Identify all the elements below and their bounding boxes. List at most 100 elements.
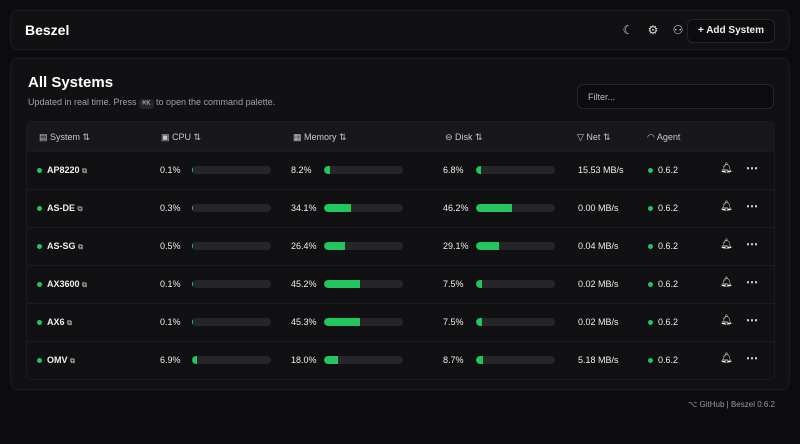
bell-icon[interactable]: 🔔︎ xyxy=(720,353,733,364)
agent-version: 0.6.2 xyxy=(658,165,679,175)
table-row[interactable]: AX3600 ⧉ 0.1% 45.2% 7.5% 0.02 MB/s 0.6.2… xyxy=(27,265,774,303)
disk-number: 8.7 xyxy=(443,355,456,365)
disk-bar-fill xyxy=(476,242,499,250)
version-link[interactable]: Beszel 0.6.2 xyxy=(730,400,775,409)
memory-number: 34.1 xyxy=(291,203,309,213)
system-name[interactable]: AS-SG ⧉ xyxy=(47,241,83,252)
copy-icon[interactable]: ⧉ xyxy=(78,244,84,251)
cpu-number: 0.1 xyxy=(160,317,173,327)
disk-bar-fill xyxy=(476,318,482,326)
status-dot xyxy=(37,320,42,325)
system-name-text: AS-DE xyxy=(47,203,76,213)
bell-icon[interactable]: 🔔︎ xyxy=(720,239,733,250)
copy-icon[interactable]: ⧉ xyxy=(82,282,88,289)
col-agent: ◠ Agent xyxy=(647,132,681,142)
system-name[interactable]: AX3600 ⧉ xyxy=(47,279,87,290)
status-dot xyxy=(37,206,42,211)
disk-bar-fill xyxy=(476,356,483,364)
system-name[interactable]: AP8220 ⧉ xyxy=(47,165,87,176)
disk-number: 7.5 xyxy=(443,317,456,327)
system-name[interactable]: OMV ⧉ xyxy=(47,355,75,366)
system-name-text: AP8220 xyxy=(47,165,80,175)
status-dot xyxy=(37,168,42,173)
copy-icon[interactable]: ⧉ xyxy=(77,206,83,213)
cpu-value: 0.3% xyxy=(160,203,181,213)
cpu-bar xyxy=(192,318,271,326)
more-options-icon[interactable]: ⋯ xyxy=(746,275,758,289)
table-row[interactable]: AX6 ⧉ 0.1% 45.3% 7.5% 0.02 MB/s 0.6.2 🔔︎… xyxy=(27,303,774,341)
add-system-button[interactable]: + Add System xyxy=(686,19,775,43)
cpu-value: 0.5% xyxy=(160,241,181,251)
disk-number: 7.5 xyxy=(443,279,456,289)
disk-value: 8.7% xyxy=(443,355,464,365)
agent-version: 0.6.2 xyxy=(658,317,679,327)
table-row[interactable]: AS-SG ⧉ 0.5% 26.4% 29.1% 0.04 MB/s 0.6.2… xyxy=(27,227,774,265)
bell-icon[interactable]: 🔔︎ xyxy=(720,163,733,174)
bell-icon[interactable]: 🔔︎ xyxy=(720,277,733,288)
user-icon[interactable]: ⚇ xyxy=(672,23,684,37)
disk-number: 6.8 xyxy=(443,165,456,175)
memory-value: 26.4% xyxy=(291,241,317,251)
disk-value: 7.5% xyxy=(443,279,464,289)
system-name[interactable]: AX6 ⧉ xyxy=(47,317,72,328)
agent-status-dot xyxy=(648,358,653,363)
systems-table: ▤ System ⇅ ▣ CPU ⇅ ▦ Memory ⇅ ⊖ Disk ⇅ ▽… xyxy=(26,121,775,380)
memory-value: 8.2% xyxy=(291,165,312,175)
col-memory[interactable]: ▦ Memory ⇅ xyxy=(293,132,347,142)
cpu-bar xyxy=(192,204,271,212)
gear-icon[interactable]: ⚙ xyxy=(647,23,659,37)
subtitle-text: to open the command palette. xyxy=(156,97,276,107)
theme-toggle-icon[interactable]: ☾ xyxy=(622,23,634,37)
disk-bar xyxy=(476,280,555,288)
logo[interactable]: Beszel xyxy=(25,22,70,38)
col-label: Disk xyxy=(455,132,473,142)
more-options-icon[interactable]: ⋯ xyxy=(746,313,758,327)
table-row[interactable]: OMV ⧉ 6.9% 18.0% 8.7% 5.18 MB/s 0.6.2 🔔︎… xyxy=(27,341,774,379)
disk-bar-fill xyxy=(476,204,513,212)
memory-number: 26.4 xyxy=(291,241,309,251)
col-system[interactable]: ▤ System ⇅ xyxy=(39,132,91,142)
disk-bar xyxy=(476,204,555,212)
footer: ⌥ GitHub | Beszel 0.6.2 xyxy=(688,400,775,409)
cpu-value: 6.9% xyxy=(160,355,181,365)
copy-icon[interactable]: ⧉ xyxy=(70,358,76,365)
disk-bar-fill xyxy=(476,166,482,174)
bell-icon[interactable]: 🔔︎ xyxy=(720,201,733,212)
github-link[interactable]: ⌥ GitHub xyxy=(688,400,725,409)
disk-value: 6.8% xyxy=(443,165,464,175)
memory-bar-fill xyxy=(324,356,339,364)
bell-icon[interactable]: 🔔︎ xyxy=(720,315,733,326)
systems-card: All Systems Updated in real time. Press … xyxy=(10,58,790,390)
status-dot xyxy=(37,282,42,287)
filter-input[interactable] xyxy=(577,84,774,109)
more-options-icon[interactable]: ⋯ xyxy=(746,351,758,365)
table-row[interactable]: AP8220 ⧉ 0.1% 8.2% 6.8% 15.53 MB/s 0.6.2… xyxy=(27,151,774,189)
col-disk[interactable]: ⊖ Disk ⇅ xyxy=(445,132,483,142)
more-options-icon[interactable]: ⋯ xyxy=(746,199,758,213)
col-net[interactable]: ▽ Net ⇅ xyxy=(577,132,611,142)
col-cpu[interactable]: ▣ CPU ⇅ xyxy=(161,132,202,142)
memory-bar-fill xyxy=(324,242,345,250)
agent-status-dot xyxy=(648,206,653,211)
cpu-number: 0.1 xyxy=(160,279,173,289)
cpu-bar-fill xyxy=(192,356,198,364)
disk-bar xyxy=(476,166,555,174)
cpu-number: 6.9 xyxy=(160,355,173,365)
memory-value: 45.2% xyxy=(291,279,317,289)
cpu-bar xyxy=(192,356,271,364)
memory-number: 8.2 xyxy=(291,165,304,175)
memory-value: 18.0% xyxy=(291,355,317,365)
shortcut-key: ⌘K xyxy=(139,99,154,109)
copy-icon[interactable]: ⧉ xyxy=(67,320,73,327)
agent-status-dot xyxy=(648,282,653,287)
agent-version: 0.6.2 xyxy=(658,279,679,289)
more-options-icon[interactable]: ⋯ xyxy=(746,161,758,175)
table-row[interactable]: AS-DE ⧉ 0.3% 34.1% 46.2% 0.00 MB/s 0.6.2… xyxy=(27,189,774,227)
disk-bar xyxy=(476,356,555,364)
disk-number: 29.1 xyxy=(443,241,461,251)
page-title: All Systems xyxy=(28,74,114,91)
more-options-icon[interactable]: ⋯ xyxy=(746,237,758,251)
memory-bar-fill xyxy=(324,318,360,326)
system-name[interactable]: AS-DE ⧉ xyxy=(47,203,83,214)
copy-icon[interactable]: ⧉ xyxy=(82,168,88,175)
